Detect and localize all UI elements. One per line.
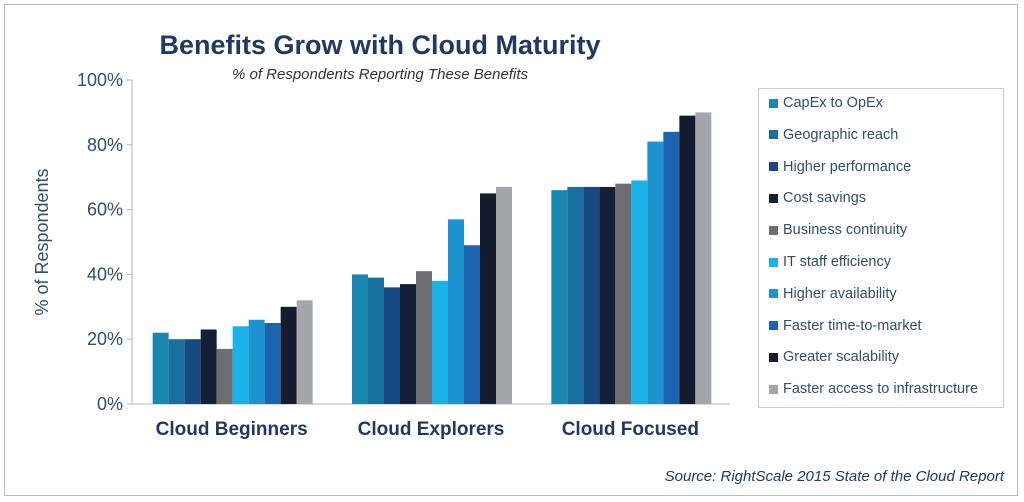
bar xyxy=(168,339,185,404)
bar xyxy=(416,271,432,404)
bar xyxy=(567,186,584,404)
x-tick-label: Cloud Focused xyxy=(562,419,699,440)
y-tick-label: 0% xyxy=(97,394,123,414)
bar xyxy=(663,131,680,404)
legend-item: IT staff efficiency xyxy=(769,252,891,272)
bar xyxy=(551,190,568,404)
y-tick-label: 100% xyxy=(77,70,123,90)
bar xyxy=(232,326,249,404)
bar xyxy=(216,348,233,404)
chart-subtitle: % of Respondents Reporting These Benefit… xyxy=(231,66,528,83)
legend-label: Higher availability xyxy=(783,285,897,302)
legend-item: Faster time-to-market xyxy=(769,316,922,336)
bar xyxy=(480,193,496,404)
legend-label: Faster access to infrastructure xyxy=(783,381,979,398)
bar xyxy=(384,287,400,404)
legend-item: Higher availability xyxy=(769,284,897,304)
legend-swatch xyxy=(769,257,778,267)
legend-label: CapEx to OpEx xyxy=(783,95,883,111)
bar xyxy=(631,180,648,404)
bar xyxy=(400,284,416,404)
bar xyxy=(599,186,616,404)
bar xyxy=(615,183,632,404)
bar xyxy=(464,245,480,404)
legend-label: Geographic reach xyxy=(783,126,899,143)
y-tick-label: 40% xyxy=(87,264,123,284)
bar xyxy=(200,329,217,404)
legend-label: Cost savings xyxy=(783,190,867,207)
legend-swatch xyxy=(769,384,778,394)
legend-item: CapEx to OpEx xyxy=(769,93,883,113)
legend-item: Geographic reach xyxy=(769,125,898,145)
x-tick-label: Cloud Beginners xyxy=(156,419,308,440)
x-tick-label: Cloud Explorers xyxy=(358,419,505,440)
y-tick-label: 60% xyxy=(87,200,123,220)
legend-swatch xyxy=(769,352,778,362)
legend-swatch xyxy=(769,193,778,203)
legend-swatch xyxy=(769,130,778,140)
bar xyxy=(248,319,265,404)
legend-swatch xyxy=(769,225,778,235)
bar xyxy=(448,219,464,404)
bar xyxy=(647,141,664,404)
bar xyxy=(296,300,313,404)
legend-swatch xyxy=(769,289,778,299)
legend-label: Greater scalability xyxy=(783,349,900,366)
legend-swatch xyxy=(769,162,778,172)
y-axis-title: % of Respondents xyxy=(32,168,52,315)
bar xyxy=(695,112,712,405)
bar xyxy=(280,306,297,404)
bar xyxy=(583,186,600,404)
bar xyxy=(679,115,696,404)
bar xyxy=(152,332,169,404)
legend-item: Faster access to infrastructure xyxy=(769,379,978,399)
bar xyxy=(352,274,368,404)
legend-label: IT staff efficiency xyxy=(783,254,891,270)
legend-swatch xyxy=(769,321,778,331)
legend-item: Business continuity xyxy=(769,220,907,240)
bar xyxy=(264,323,281,404)
bar xyxy=(496,186,512,404)
bar xyxy=(184,339,201,404)
legend-swatch xyxy=(769,98,778,108)
bar xyxy=(432,280,448,404)
legend-label: Faster time-to-market xyxy=(783,317,922,334)
legend-item: Cost savings xyxy=(769,188,866,208)
bar xyxy=(368,277,384,404)
legend-label: Business continuity xyxy=(783,222,908,239)
chart-title: Benefits Grow with Cloud Maturity xyxy=(159,30,601,60)
legend-label: Higher performance xyxy=(783,158,912,175)
legend-item: Greater scalability xyxy=(769,347,899,367)
legend-item: Higher performance xyxy=(769,157,911,177)
chart-legend: CapEx to OpEx Geographic reach Higher perf… xyxy=(758,88,1004,408)
y-tick-label: 80% xyxy=(87,135,123,155)
source-note: Source: RightScale 2015 State of the Clo… xyxy=(664,468,1004,485)
y-tick-label: 20% xyxy=(87,329,123,349)
